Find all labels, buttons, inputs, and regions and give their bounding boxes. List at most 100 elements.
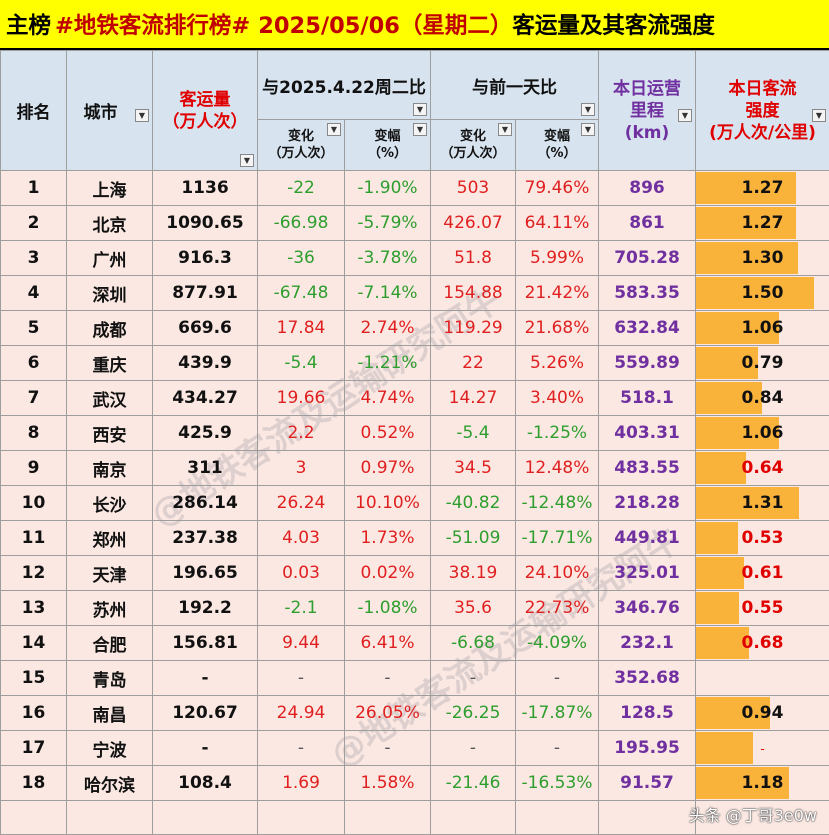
city-cell: 苏州 <box>67 591 153 626</box>
day-pct-cell: 64.11% <box>516 206 599 241</box>
week-change-cell: -2.1 <box>258 591 345 626</box>
week-pct-cell: -1.90% <box>345 171 431 206</box>
mileage-cell: 128.5 <box>599 696 696 731</box>
week-change-cell: -22 <box>258 171 345 206</box>
header-compare-prev-day[interactable]: 与前一天比▼ <box>431 51 599 120</box>
week-pct-cell: -7.14% <box>345 276 431 311</box>
mileage-cell: 483.55 <box>599 451 696 486</box>
intensity-cell: 1.31 <box>696 486 829 521</box>
rank-cell: 4 <box>1 276 67 311</box>
volume-cell: 669.6 <box>153 311 258 346</box>
week-change-cell: -5.4 <box>258 346 345 381</box>
city-cell: 哈尔滨 <box>67 766 153 801</box>
week-pct-cell: 1.73% <box>345 521 431 556</box>
rank-cell: 16 <box>1 696 67 731</box>
intensity-cell: - <box>696 731 829 766</box>
rank-cell: 15 <box>1 661 67 696</box>
day-change-cell: 38.19 <box>431 556 516 591</box>
header-city[interactable]: 城市▼ <box>67 51 153 171</box>
title-prefix: 主榜 <box>6 8 51 40</box>
day-pct-cell: 5.26% <box>516 346 599 381</box>
intensity-value: 1.06 <box>742 318 784 338</box>
header-compare-week[interactable]: 与2025.4.22周二比▼ <box>258 51 431 120</box>
day-change-cell: 154.88 <box>431 276 516 311</box>
intensity-filter-dropdown-icon[interactable]: ▼ <box>812 109 826 122</box>
header-week-pct[interactable]: 变幅（%）▼ <box>345 120 431 171</box>
week-pct-cell: -1.21% <box>345 346 431 381</box>
rank-cell: 18 <box>1 766 67 801</box>
title-bar: 主榜 #地铁客流排行榜# 2025/05/06（星期二） 客运量及其客流强度 <box>0 0 829 50</box>
rank-cell: 14 <box>1 626 67 661</box>
city-cell: 青岛 <box>67 661 153 696</box>
week-pct-dropdown-icon[interactable]: ▼ <box>413 123 427 136</box>
intensity-cell: 1.50 <box>696 276 829 311</box>
day-pct-cell: 12.48% <box>516 451 599 486</box>
intensity-value: 0.53 <box>742 528 784 548</box>
week-change-cell: -66.98 <box>258 206 345 241</box>
intensity-cell: 0.79 <box>696 346 829 381</box>
compare-week-dropdown-icon[interactable]: ▼ <box>413 103 427 116</box>
day-change-cell: - <box>431 731 516 766</box>
intensity-value: 1.06 <box>742 423 784 443</box>
intensity-bar <box>696 557 744 589</box>
week-pct-cell: 6.41% <box>345 626 431 661</box>
volume-cell: 120.67 <box>153 696 258 731</box>
mileage-cell: 559.89 <box>599 346 696 381</box>
week-pct-cell: 0.97% <box>345 451 431 486</box>
header-volume[interactable]: 客运量（万人次）▼ <box>153 51 258 171</box>
header-mileage[interactable]: 本日运营里程(km)▼ <box>599 51 696 171</box>
city-cell: 郑州 <box>67 521 153 556</box>
intensity-value: 0.68 <box>742 633 784 653</box>
intensity-value: 1.31 <box>742 493 784 513</box>
day-change-cell: 119.29 <box>431 311 516 346</box>
mileage-filter-dropdown-icon[interactable]: ▼ <box>678 109 692 122</box>
intensity-cell: 0.84 <box>696 381 829 416</box>
day-pct-cell: -12.48% <box>516 486 599 521</box>
volume-cell: - <box>153 731 258 766</box>
intensity-value: 1.30 <box>742 248 784 268</box>
week-pct-cell: -5.79% <box>345 206 431 241</box>
week-change-cell: 9.44 <box>258 626 345 661</box>
day-pct-dropdown-icon[interactable]: ▼ <box>581 123 595 136</box>
mileage-cell: 861 <box>599 206 696 241</box>
intensity-value: - <box>760 742 764 756</box>
intensity-cell: 0.53 <box>696 521 829 556</box>
city-cell: 天津 <box>67 556 153 591</box>
header-intensity[interactable]: 本日客流强度(万人次/公里)▼ <box>696 51 829 171</box>
header-day-change[interactable]: 变化（万人次）▼ <box>431 120 516 171</box>
ridership-table: 排名 城市▼ 客运量（万人次）▼ 与2025.4.22周二比▼ 与前一天比▼ 本… <box>0 50 829 835</box>
mileage-cell: 449.81 <box>599 521 696 556</box>
intensity-value: 0.94 <box>742 703 784 723</box>
city-cell: 长沙 <box>67 486 153 521</box>
intensity-value: 1.18 <box>742 773 784 793</box>
city-cell: 合肥 <box>67 626 153 661</box>
rank-cell: 13 <box>1 591 67 626</box>
city-filter-dropdown-icon[interactable]: ▼ <box>135 109 149 122</box>
intensity-cell <box>696 661 829 696</box>
city-cell: 西安 <box>67 416 153 451</box>
day-pct-cell: 5.99% <box>516 241 599 276</box>
header-week-change[interactable]: 变化（万人次）▼ <box>258 120 345 171</box>
mileage-cell: 896 <box>599 171 696 206</box>
week-change-dropdown-icon[interactable]: ▼ <box>327 123 341 136</box>
header-day-pct[interactable]: 变幅（%）▼ <box>516 120 599 171</box>
day-change-dropdown-icon[interactable]: ▼ <box>498 123 512 136</box>
rank-cell: 7 <box>1 381 67 416</box>
intensity-cell: 1.27 <box>696 171 829 206</box>
rank-cell: 17 <box>1 731 67 766</box>
compare-prev-dropdown-icon[interactable]: ▼ <box>581 103 595 116</box>
title-date: 2025/05/06（星期二） <box>258 8 512 40</box>
volume-cell: - <box>153 661 258 696</box>
volume-cell: 916.3 <box>153 241 258 276</box>
volume-cell: 1136 <box>153 171 258 206</box>
day-pct-cell: -1.25% <box>516 416 599 451</box>
mileage-cell: 91.57 <box>599 766 696 801</box>
intensity-cell: 0.61 <box>696 556 829 591</box>
volume-filter-dropdown-icon[interactable]: ▼ <box>240 154 254 167</box>
day-change-cell: 14.27 <box>431 381 516 416</box>
